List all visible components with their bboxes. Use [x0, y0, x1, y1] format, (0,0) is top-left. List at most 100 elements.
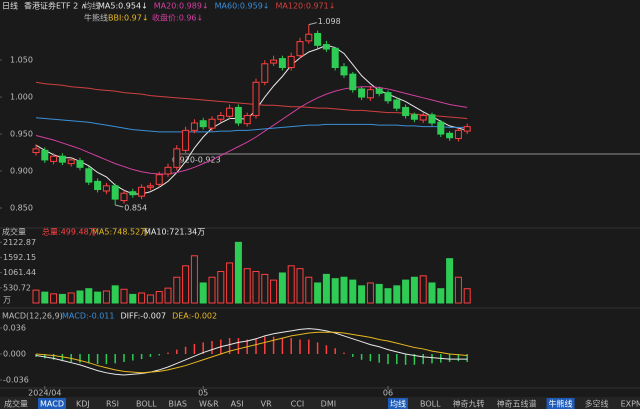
candle-body — [252, 81, 260, 117]
legend-entry: DIFF:-0.007 — [120, 312, 166, 321]
tab[interactable]: EXPMA — [621, 400, 640, 409]
candle-body — [138, 186, 146, 197]
candle-body — [41, 149, 49, 161]
volume-bar — [120, 288, 128, 304]
tab-background[interactable] — [388, 398, 408, 409]
candle-body — [305, 33, 313, 42]
volume-bar — [102, 290, 110, 304]
candle-body — [463, 126, 471, 132]
legend-entry: MA5:0.954↓ — [98, 2, 148, 11]
candle-body — [375, 88, 383, 94]
candle-body — [32, 148, 40, 154]
tab[interactable]: VR — [261, 400, 272, 409]
volume-bar — [296, 268, 304, 304]
tab-background[interactable] — [38, 398, 66, 409]
volume-bar — [243, 268, 251, 304]
tab[interactable]: KDJ — [76, 400, 90, 409]
panel-title: MACD — [2, 312, 26, 321]
volume-bar — [366, 282, 374, 304]
candle-body — [366, 89, 374, 99]
annotation: 0.920-0.923 — [172, 156, 221, 165]
candle-body — [287, 55, 295, 68]
candle-body — [226, 107, 234, 117]
legend-entry: DEA:-0.002 — [172, 312, 217, 321]
volume-bar — [463, 288, 471, 304]
volume-bar — [234, 241, 242, 304]
legend-label: MA5:748.52万 — [92, 228, 148, 237]
tab[interactable]: BIAS — [169, 400, 187, 409]
candle-body — [428, 114, 436, 124]
security-name[interactable]: 香港证券ETF 2 ∧ — [24, 1, 87, 11]
volume-bar — [138, 292, 146, 304]
y-tick-label: 0.900 — [10, 167, 33, 176]
legend-label: 均线 — [84, 1, 100, 11]
annotation-leader — [308, 22, 317, 26]
tab[interactable]: 神奇九转 — [453, 399, 485, 409]
legend-label: MA10:721.34万 — [144, 228, 205, 237]
volume-bar — [393, 285, 401, 304]
y-tick-label: 2122.87 — [3, 238, 36, 247]
candle-body — [437, 121, 445, 135]
volume-bar — [375, 283, 383, 304]
volume-bar — [111, 285, 119, 304]
volume-bar — [252, 271, 260, 304]
candle-body — [446, 132, 454, 139]
tab[interactable]: RSI — [106, 400, 119, 409]
volume-bar — [76, 290, 84, 304]
volume-bar — [322, 273, 330, 304]
candle-body — [111, 185, 119, 200]
tab[interactable]: MACD — [40, 400, 64, 409]
candle-body — [155, 174, 163, 185]
tab[interactable]: BOLL — [420, 400, 441, 409]
tab[interactable]: DMI — [321, 400, 336, 409]
tab[interactable]: W&R — [199, 400, 219, 409]
macd-line — [35, 331, 468, 374]
candle-body — [50, 155, 58, 162]
candle-body — [393, 99, 401, 109]
volume-bar — [226, 262, 234, 304]
tab[interactable]: CCI — [291, 400, 305, 409]
tab[interactable]: 均线 — [390, 399, 406, 409]
tab[interactable]: 成交量 — [4, 399, 28, 409]
tab-background[interactable] — [546, 398, 575, 409]
macd-line — [35, 328, 468, 376]
candle-body — [296, 41, 304, 57]
volume-bar — [287, 265, 295, 304]
volume-bar — [314, 282, 322, 304]
legend-entry: MA20:0.989↓ — [154, 2, 209, 11]
tab[interactable]: 神奇五线谱 — [497, 399, 537, 409]
volume-bar — [340, 276, 348, 304]
volume-bar — [331, 278, 339, 304]
candle-body — [199, 120, 207, 128]
x-tick-label: 05 — [198, 389, 208, 398]
x-tick-label: 2024/04 — [28, 389, 61, 398]
candle-body — [331, 47, 339, 68]
tab[interactable]: 多空线 — [585, 399, 609, 409]
volume-bar — [94, 291, 102, 304]
volume-bar — [419, 275, 427, 304]
volume-bar — [182, 265, 190, 304]
volume-bar — [402, 279, 410, 304]
candle-body — [314, 32, 322, 46]
macd-params: (12,26,9) — [26, 312, 63, 321]
tab[interactable]: ASI — [231, 400, 244, 409]
candle-body — [217, 115, 225, 120]
volume-bar — [173, 276, 181, 304]
volume-bar — [208, 276, 216, 304]
tab[interactable]: 牛熊线 — [549, 399, 573, 409]
candle-body — [58, 155, 66, 163]
annotation-leader — [115, 204, 124, 208]
y-tick-label: 0.850 — [10, 203, 33, 212]
volume-bar — [190, 255, 198, 304]
period[interactable]: 日线 — [2, 1, 18, 11]
tab[interactable]: BOLL — [136, 400, 157, 409]
panel-title: 成交量 — [2, 227, 26, 237]
volume-bar — [129, 293, 137, 304]
volume-bar — [278, 272, 286, 304]
candle-body — [234, 106, 242, 124]
tab-bar — [0, 397, 640, 409]
x-tick-label: 06 — [383, 389, 393, 398]
